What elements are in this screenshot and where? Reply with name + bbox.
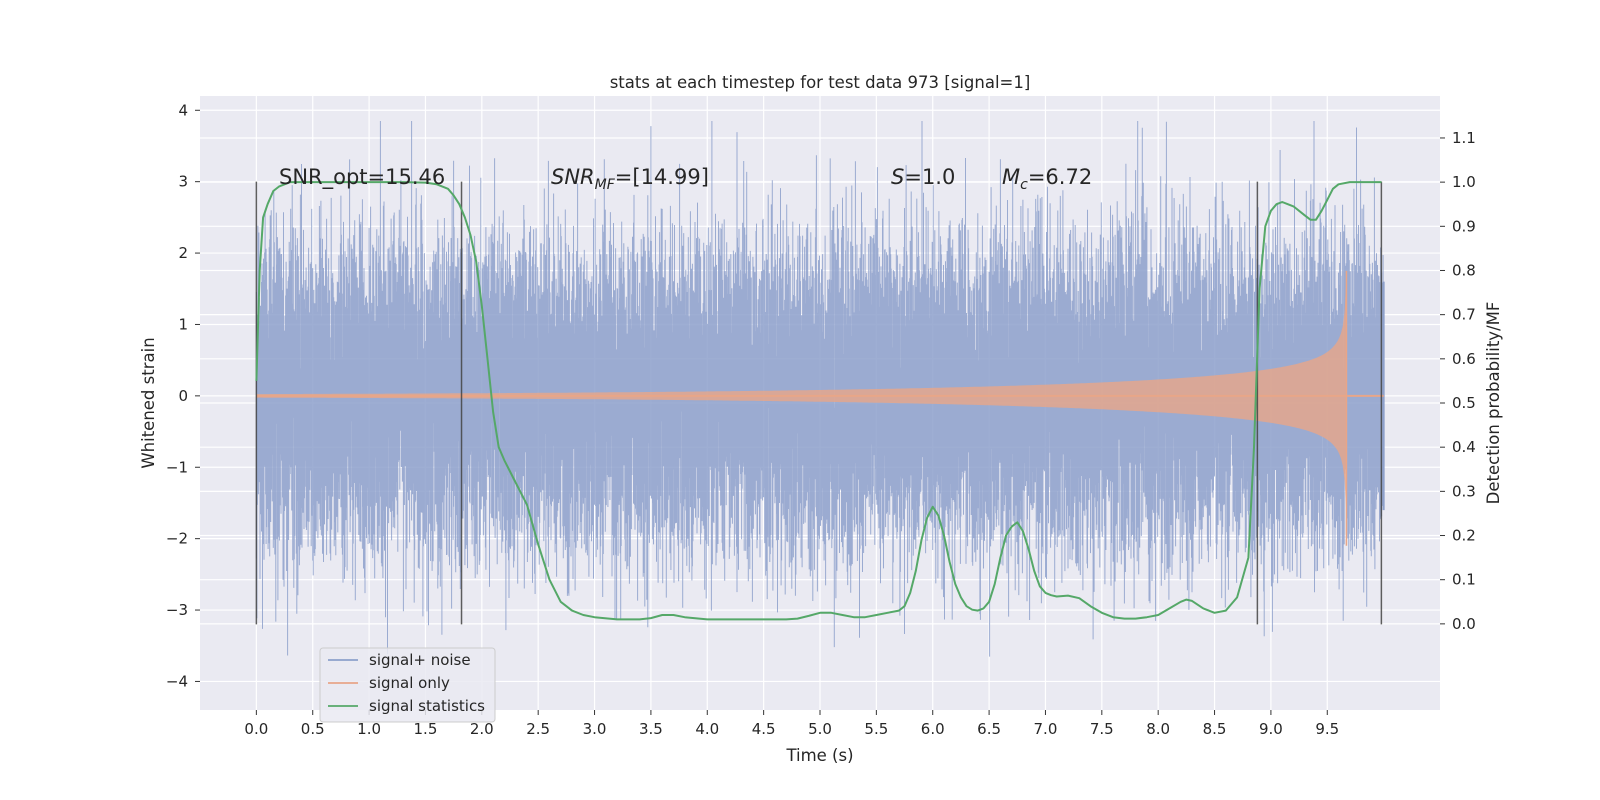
- right-y-axis-label: Detection probability/MF: [1484, 302, 1503, 505]
- right-y-tick-label: 0.4: [1452, 438, 1476, 456]
- y-axis-label: Whitened strain: [139, 337, 158, 468]
- series-signal-statistics: [255, 181, 1382, 621]
- annotation-snr-mf-base: SNR: [551, 165, 595, 189]
- right-y-tick-label: 0.2: [1452, 527, 1476, 545]
- x-tick-label: 8.5: [1203, 720, 1227, 738]
- right-y-ticks: 0.0 0.1 0.2 0.3 0.4 0.5 0.6 0.7 0.8 0.9 1.0 1.1: [1440, 129, 1476, 633]
- x-tick-label: 6.5: [977, 720, 1001, 738]
- x-tick-label: 8.0: [1146, 720, 1170, 738]
- chart-title: stats at each timestep for test data 973…: [610, 73, 1031, 92]
- y-tick-label: 4: [178, 101, 188, 119]
- annotation-s-value: =1.0: [904, 165, 955, 189]
- right-y-tick-label: 0.3: [1452, 482, 1476, 500]
- x-tick-label: 1.5: [414, 720, 438, 738]
- y-tick-label: −4: [166, 672, 188, 690]
- y-tick-label: −2: [166, 530, 188, 548]
- x-tick-label: 7.5: [1090, 720, 1114, 738]
- legend-label-signal-only: signal only: [369, 674, 450, 692]
- annotation-s: S=1.0: [891, 165, 955, 189]
- x-tick-label: 0.0: [244, 720, 268, 738]
- x-tick-label: 3.0: [583, 720, 607, 738]
- right-y-tick-label: 0.0: [1452, 615, 1476, 633]
- x-tick-label: 9.5: [1315, 720, 1339, 738]
- x-tick-label: 6.0: [921, 720, 945, 738]
- y-tick-label: 2: [178, 244, 188, 262]
- right-y-tick-label: 0.6: [1452, 350, 1476, 368]
- x-tick-label: 9.0: [1259, 720, 1283, 738]
- annotation-snr-mf-value: =[14.99]: [615, 165, 709, 189]
- y-tick-label: 1: [178, 315, 188, 333]
- right-y-tick-label: 1.0: [1452, 173, 1476, 191]
- x-tick-label: 4.5: [752, 720, 776, 738]
- x-tick-label: 1.0: [357, 720, 381, 738]
- annotation-mc-sub: c: [1020, 177, 1028, 193]
- detection-boundaries: [255, 181, 1383, 625]
- statistics-line: [255, 181, 1382, 621]
- annotation-snr-mf-sub: MF: [595, 177, 616, 193]
- legend: signal+ noise signal only signal statist…: [319, 647, 496, 723]
- right-y-tick-label: 0.9: [1452, 217, 1476, 235]
- right-y-tick-label: 1.1: [1452, 129, 1476, 147]
- x-tick-label: 5.5: [864, 720, 888, 738]
- x-axis-label: Time (s): [785, 746, 853, 765]
- legend-label-signal-plus-noise: signal+ noise: [369, 651, 471, 669]
- x-tick-label: 7.0: [1034, 720, 1058, 738]
- right-y-tick-label: 0.7: [1452, 306, 1476, 324]
- right-y-tick-label: 0.8: [1452, 261, 1476, 279]
- annotation-s-var: S: [891, 165, 904, 189]
- x-tick-label: 2.5: [526, 720, 550, 738]
- y-tick-label: −3: [166, 601, 188, 619]
- right-y-tick-label: 0.1: [1452, 571, 1476, 589]
- legend-label-signal-statistics: signal statistics: [369, 697, 485, 715]
- annotation-mc-base: M: [1002, 165, 1020, 189]
- annotation-snr-opt: SNR_opt=15.46: [279, 165, 445, 190]
- legend-box: [319, 647, 496, 723]
- x-tick-label: 0.5: [301, 720, 325, 738]
- annotation-snr-mf: SNRMF=[14.99]: [551, 165, 709, 193]
- series-signal-only: [256, 270, 1384, 546]
- x-tick-label: 4.0: [695, 720, 719, 738]
- annotation-mc-value: =6.72: [1028, 165, 1092, 189]
- x-tick-label: 5.0: [808, 720, 832, 738]
- y-tick-label: −1: [166, 458, 188, 476]
- x-ticks: 0.0 0.5 1.0 1.5 2.0 2.5 3.0 3.5 4.0 4.5 5.0 5.5 6.0 6…: [244, 710, 1339, 738]
- x-tick-label: 3.5: [639, 720, 663, 738]
- annotation-mc: Mc=6.72: [1002, 165, 1092, 193]
- y-tick-label: 0: [178, 387, 188, 405]
- right-y-tick-label: 0.5: [1452, 394, 1476, 412]
- x-tick-label: 2.0: [470, 720, 494, 738]
- y-tick-label: 3: [178, 173, 188, 191]
- y-ticks: −4 −3 −2 −1 0 1 2 3 4: [166, 101, 200, 690]
